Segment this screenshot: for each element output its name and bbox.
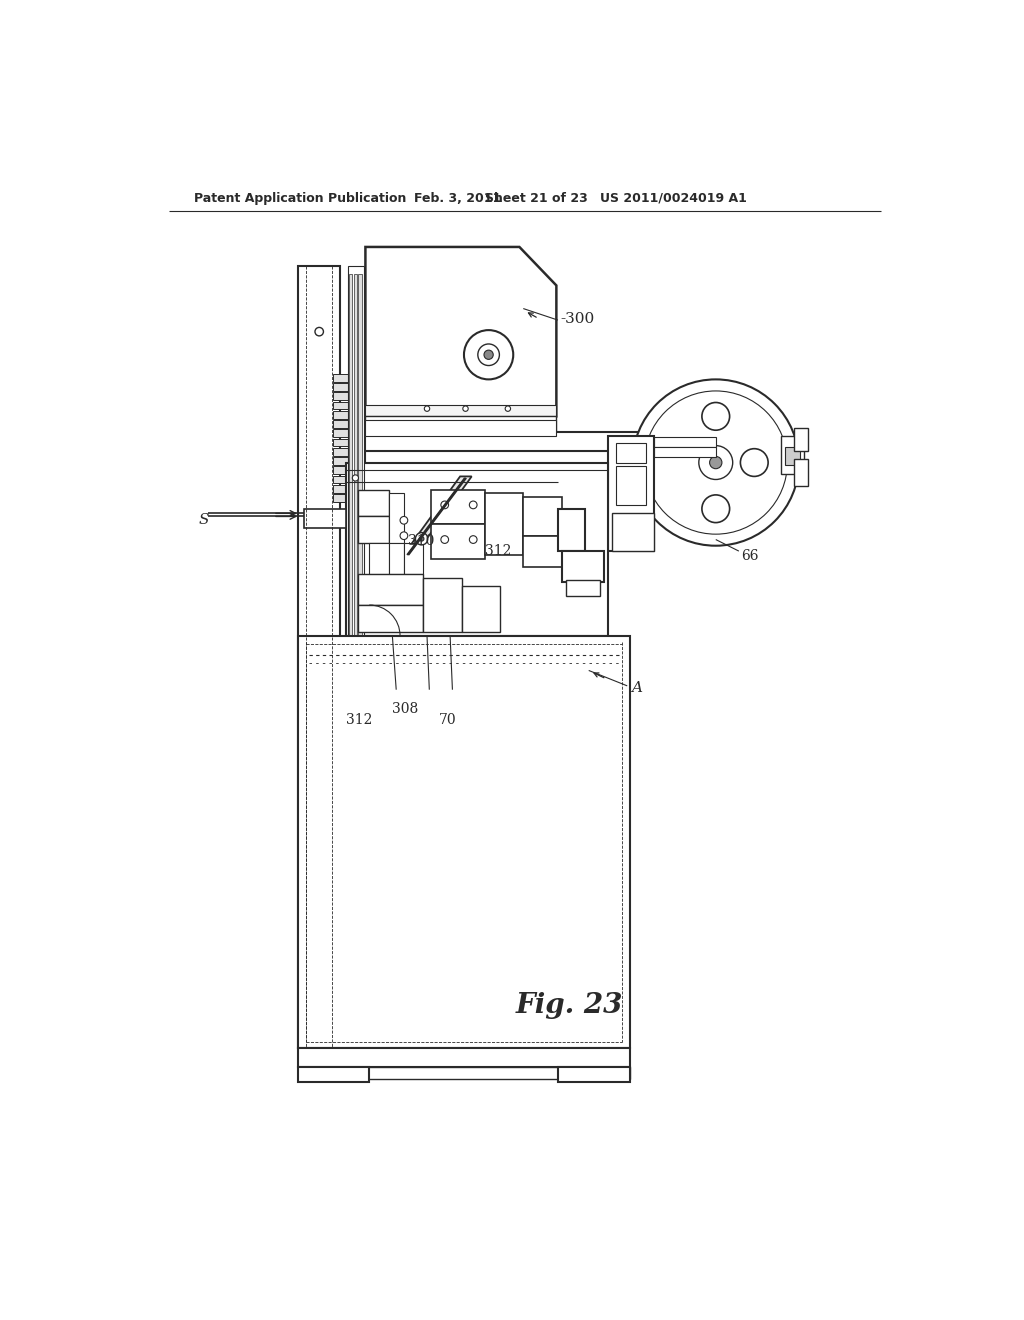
Bar xyxy=(654,437,716,447)
Bar xyxy=(615,444,646,462)
Bar xyxy=(333,429,348,437)
Circle shape xyxy=(400,516,408,524)
Circle shape xyxy=(701,403,730,430)
Polygon shape xyxy=(402,477,472,557)
Bar xyxy=(785,447,801,465)
Bar xyxy=(523,536,562,566)
Bar xyxy=(611,512,654,552)
Text: -300: -300 xyxy=(560,312,595,326)
Circle shape xyxy=(698,446,733,479)
Text: 312: 312 xyxy=(484,544,511,558)
Bar xyxy=(558,1067,630,1082)
Circle shape xyxy=(400,532,408,540)
Circle shape xyxy=(416,533,428,545)
Bar xyxy=(298,1067,630,1078)
Bar xyxy=(333,438,348,446)
Bar xyxy=(388,494,403,544)
Bar xyxy=(523,498,562,536)
Circle shape xyxy=(469,536,477,544)
Circle shape xyxy=(644,391,787,535)
Bar xyxy=(366,432,670,451)
Bar xyxy=(795,428,808,451)
Bar xyxy=(333,383,348,391)
Bar xyxy=(333,374,348,381)
Bar xyxy=(565,581,600,595)
Bar xyxy=(333,447,348,455)
Bar xyxy=(366,405,556,416)
Bar xyxy=(562,552,604,582)
Bar xyxy=(333,401,348,409)
Circle shape xyxy=(740,449,768,477)
Bar xyxy=(358,275,361,636)
Bar xyxy=(615,466,646,506)
Text: 70: 70 xyxy=(438,714,456,727)
Bar xyxy=(354,275,357,636)
Bar xyxy=(304,508,346,528)
Bar xyxy=(366,451,670,466)
Bar xyxy=(370,544,388,574)
Circle shape xyxy=(352,475,358,480)
Circle shape xyxy=(463,407,468,412)
Bar xyxy=(608,436,654,552)
Bar xyxy=(431,490,484,524)
Bar xyxy=(654,447,716,457)
Text: Feb. 3, 2011: Feb. 3, 2011 xyxy=(414,191,501,205)
Text: Fig. 23: Fig. 23 xyxy=(515,991,623,1019)
Bar xyxy=(795,459,808,486)
Circle shape xyxy=(441,536,449,544)
Circle shape xyxy=(424,407,430,412)
Bar xyxy=(333,484,348,492)
Text: 66: 66 xyxy=(741,549,759,564)
Circle shape xyxy=(441,502,449,508)
Bar xyxy=(462,586,500,632)
Bar xyxy=(781,436,804,474)
Circle shape xyxy=(464,330,513,379)
Polygon shape xyxy=(366,247,556,416)
Text: 308: 308 xyxy=(392,702,419,715)
Text: 312: 312 xyxy=(346,714,373,727)
Bar xyxy=(366,420,556,436)
Bar xyxy=(333,494,348,502)
Bar xyxy=(357,605,423,632)
Bar xyxy=(333,420,348,428)
Circle shape xyxy=(419,536,424,541)
Bar xyxy=(388,544,403,574)
Bar xyxy=(333,392,348,400)
Bar xyxy=(298,1048,630,1067)
Circle shape xyxy=(469,502,477,508)
Bar xyxy=(333,411,348,418)
Bar xyxy=(333,466,348,474)
Bar xyxy=(333,457,348,465)
Circle shape xyxy=(478,345,500,366)
Circle shape xyxy=(633,379,799,545)
Text: Sheet 21 of 23: Sheet 21 of 23 xyxy=(484,191,588,205)
Circle shape xyxy=(315,327,324,335)
Bar xyxy=(333,475,348,483)
Text: Patent Application Publication: Patent Application Publication xyxy=(194,191,407,205)
Circle shape xyxy=(484,350,494,359)
Bar xyxy=(357,516,388,544)
Bar xyxy=(348,267,364,636)
Bar xyxy=(423,578,462,632)
Circle shape xyxy=(315,511,324,519)
Bar xyxy=(366,416,556,432)
Circle shape xyxy=(505,407,511,412)
Text: US 2011/0024019 A1: US 2011/0024019 A1 xyxy=(600,191,748,205)
Text: S: S xyxy=(199,513,209,527)
Bar xyxy=(558,508,585,552)
Bar xyxy=(346,462,608,636)
Bar xyxy=(357,490,388,516)
Bar xyxy=(298,267,340,1048)
Bar xyxy=(403,544,423,574)
Bar xyxy=(349,275,352,636)
Bar xyxy=(298,1067,370,1082)
Bar xyxy=(357,574,423,605)
Bar xyxy=(298,636,630,1048)
Text: 310: 310 xyxy=(408,535,434,548)
Bar xyxy=(431,524,484,558)
Circle shape xyxy=(710,457,722,469)
Bar xyxy=(484,494,523,554)
Circle shape xyxy=(701,495,730,523)
Text: A: A xyxy=(631,681,642,696)
